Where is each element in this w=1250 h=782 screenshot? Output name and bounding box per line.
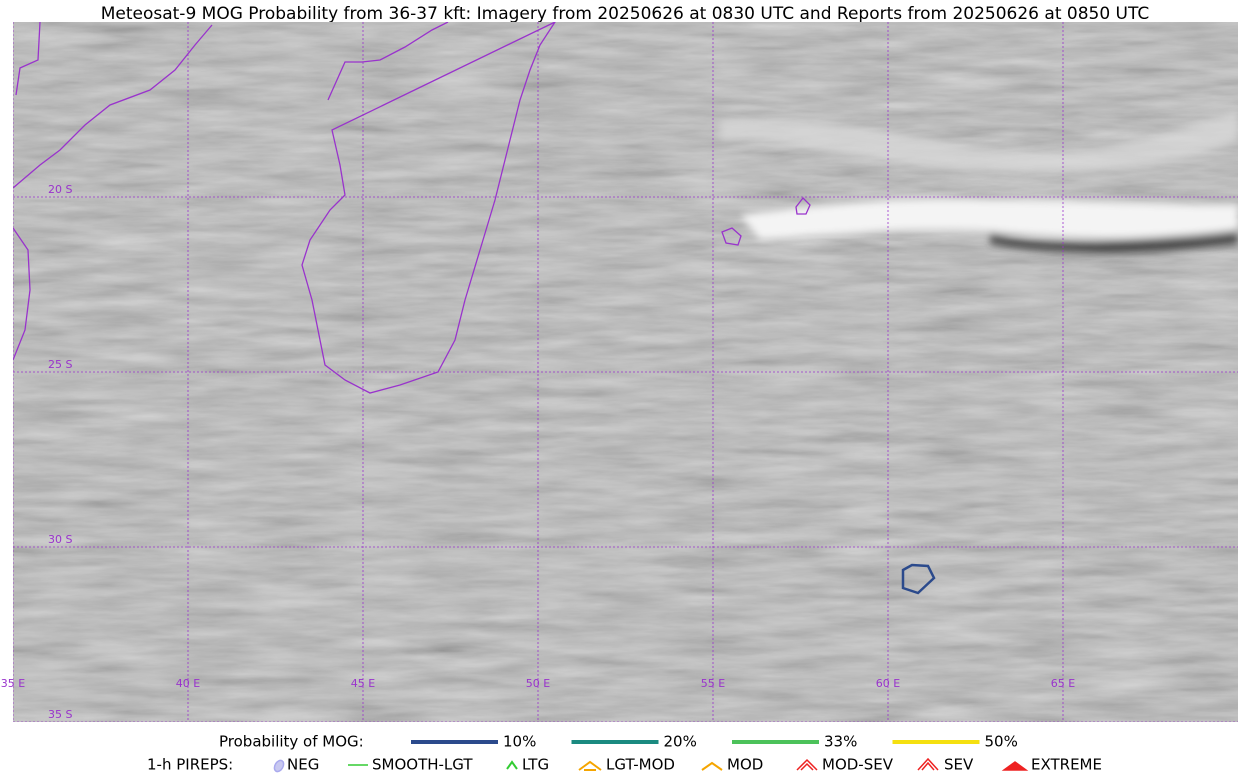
lon-label: 55 E	[701, 677, 725, 690]
icon	[506, 760, 518, 770]
cloud-band	[720, 110, 1238, 254]
legend-label: MOD-SEV	[822, 756, 894, 774]
lon-label: 45 E	[351, 677, 375, 690]
icon	[917, 757, 939, 771]
legend-label: 20%	[664, 733, 697, 751]
lat-label: 30 S	[48, 533, 72, 546]
legend-label: SEV	[944, 756, 974, 774]
lat-label: 20 S	[48, 183, 72, 196]
legend-label: SMOOTH-LGT	[372, 756, 473, 774]
icon	[796, 758, 818, 771]
lon-label: 35 E	[1, 677, 25, 690]
legend-label: NEG	[287, 756, 319, 774]
icon	[1001, 761, 1029, 771]
lon-label: 60 E	[876, 677, 900, 690]
mog-contour	[901, 563, 936, 595]
lon-label: 40 E	[176, 677, 200, 690]
icon	[273, 759, 285, 773]
legend-title: 1-h PIREPS:	[147, 756, 233, 774]
legend-label: LTG	[522, 756, 549, 774]
legend-label: EXTREME	[1031, 756, 1102, 774]
lat-label: 25 S	[48, 358, 72, 371]
icon	[701, 761, 723, 771]
legend-label: MOD	[727, 756, 763, 774]
legend: Probability of MOG: 10% 20% 33% 50% 1-h PIR…	[147, 733, 1102, 774]
pirep-icons	[273, 757, 1029, 773]
title: Meteosat-9 MOG Probability from 36-37 kf…	[101, 4, 1150, 24]
icon	[578, 760, 602, 771]
lon-label: 65 E	[1051, 677, 1075, 690]
coastlines	[13, 22, 811, 394]
lon-label: 50 E	[526, 677, 550, 690]
legend-label: 33%	[824, 733, 857, 751]
legend-label: 10%	[503, 733, 536, 751]
satellite-image	[13, 22, 1238, 722]
lat-label: 35 S	[48, 708, 72, 721]
legend-title: Probability of MOG:	[219, 733, 364, 751]
legend-label: LGT-MOD	[606, 756, 675, 774]
graticule-labels: 35 E 40 E 45 E 50 E 55 E 60 E 65 E 20 S 25 S 30 S…	[1, 183, 1075, 721]
legend-label: 50%	[985, 733, 1018, 751]
graticule	[13, 22, 1238, 722]
